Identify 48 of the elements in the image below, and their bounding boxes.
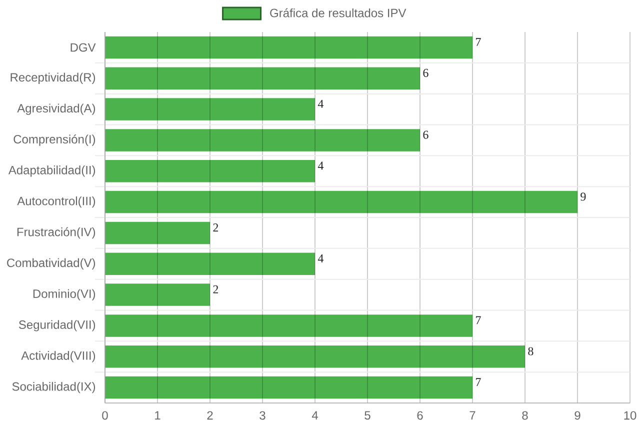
bar [105, 36, 473, 59]
x-tick-label: 5 [364, 411, 370, 420]
y-tick-label: Comprensión(I) [14, 134, 96, 146]
y-tick-label: Seguridad(VII) [18, 320, 96, 332]
bar [105, 376, 473, 399]
data-label: 7 [476, 378, 481, 386]
y-tick-label: Sociabilidad(IX) [12, 382, 96, 394]
y-tick-label: Agresividad(A) [17, 104, 96, 115]
data-label: 7 [476, 316, 481, 324]
x-tick-label: 1 [155, 411, 160, 420]
bar [105, 98, 316, 120]
bar [105, 252, 316, 276]
x-tick-label: 4 [312, 411, 318, 420]
bar [105, 129, 420, 152]
x-tick-label: 6 [417, 411, 423, 420]
data-label: 2 [213, 224, 218, 232]
data-label: 6 [423, 68, 428, 78]
bar [105, 190, 578, 214]
y-tick-label: Actividad(VIII) [21, 351, 96, 362]
x-tick-label: 0 [102, 411, 108, 420]
data-label: 7 [476, 38, 481, 46]
x-tick-label: 10 [624, 411, 636, 420]
data-label: 4 [318, 254, 324, 262]
y-tick-label: Autocontrol(III) [17, 196, 96, 208]
bar [105, 222, 210, 244]
legend-label: Gráfica de resultados IPV [270, 8, 406, 18]
y-tick-label: Frustración(IV) [17, 227, 96, 239]
x-tick-label: 8 [522, 411, 528, 420]
x-tick-label: 9 [574, 411, 580, 420]
data-label: 6 [423, 130, 428, 139]
x-tick-label: 3 [260, 411, 266, 420]
y-tick-label: DGV [70, 43, 96, 52]
data-label: 9 [580, 192, 586, 201]
data-label: 8 [528, 347, 534, 356]
bar [105, 160, 316, 182]
bar [105, 345, 526, 368]
bar [105, 284, 210, 306]
y-tick-label: Adaptabilidad(II) [8, 166, 96, 177]
data-label: 4 [318, 162, 324, 170]
y-tick-label: Dominio(VI) [33, 289, 96, 300]
bar [105, 314, 473, 337]
data-label: 2 [213, 285, 218, 294]
y-tick-label: Combatividad(V) [7, 258, 96, 270]
x-tick-label: 7 [470, 411, 476, 420]
data-label: 4 [318, 100, 324, 108]
bar [105, 67, 420, 90]
x-tick-label: 2 [207, 411, 213, 420]
y-tick-label: Receptividad(R) [10, 72, 96, 84]
